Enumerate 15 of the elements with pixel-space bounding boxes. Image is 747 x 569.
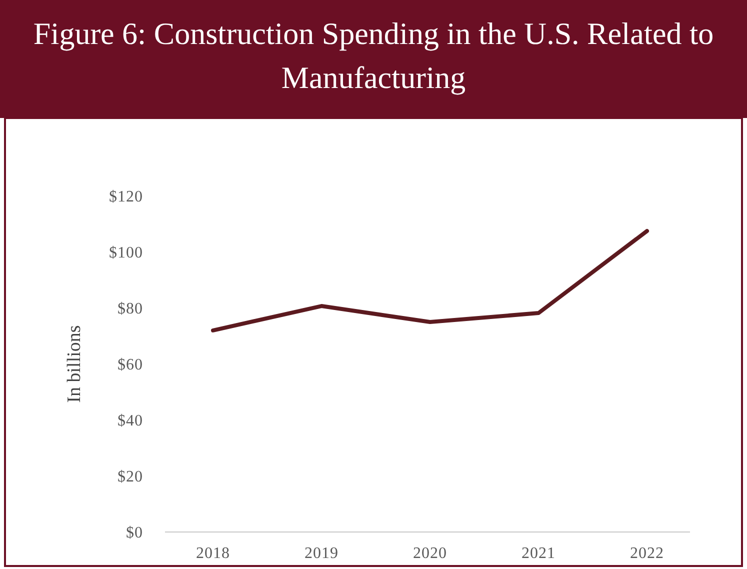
y-tick-label: $40	[118, 412, 143, 430]
chart-title: Figure 6: Construction Spending in the U.S. Related to Manufacturing	[32, 15, 715, 97]
x-tick-label: 2020	[413, 545, 447, 562]
y-tick-label: $20	[118, 468, 143, 486]
y-tick-label: $80	[118, 300, 143, 318]
y-tick-label: $60	[118, 356, 143, 374]
line-series	[211, 229, 649, 332]
y-tick-label: $100	[109, 244, 143, 262]
y-axis-title: In billions	[64, 325, 85, 403]
x-tick-label: 2019	[304, 545, 338, 562]
y-tick-label: $120	[109, 188, 143, 206]
x-tick-label: 2022	[630, 545, 664, 562]
x-tick-label: 2018	[196, 545, 230, 562]
y-tick-label: $0	[126, 524, 143, 542]
x-tick-label: 2021	[522, 545, 556, 562]
